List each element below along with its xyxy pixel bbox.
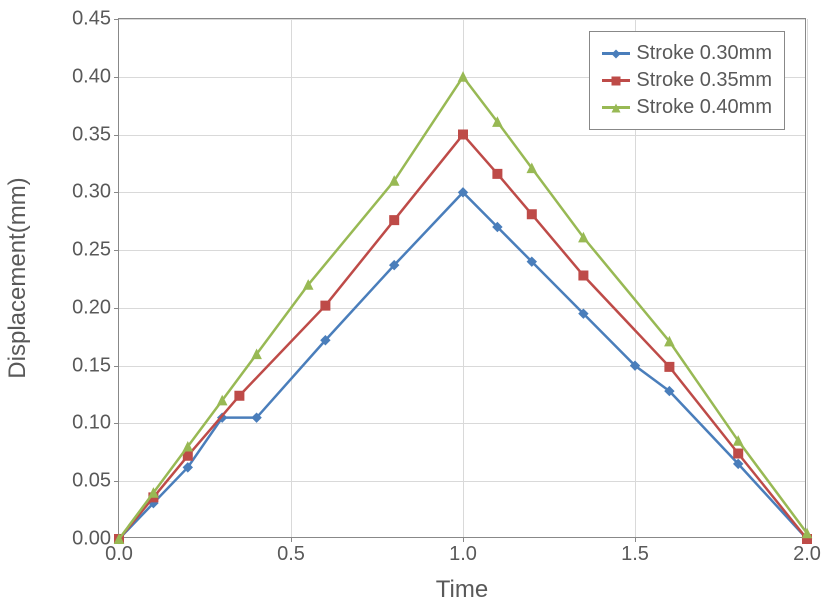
- legend-swatch-line: [602, 106, 630, 109]
- series-marker: [459, 72, 468, 81]
- legend-label: Stroke 0.40mm: [636, 96, 772, 119]
- y-tick-label: 0.30: [72, 181, 119, 204]
- x-axis-label: Time: [436, 576, 488, 604]
- square-icon: [612, 76, 621, 85]
- x-tick-label: 1.0: [449, 537, 477, 566]
- legend-item: Stroke 0.40mm: [602, 94, 772, 121]
- legend-label: Stroke 0.30mm: [636, 42, 772, 65]
- y-tick-label: 0.15: [72, 354, 119, 377]
- y-tick-label: 0.35: [72, 123, 119, 146]
- diamond-icon: [612, 49, 621, 58]
- x-tick-label: 0.5: [277, 537, 305, 566]
- legend-swatch-line: [602, 52, 630, 55]
- legend-label: Stroke 0.35mm: [636, 69, 772, 92]
- plot-area: 0.000.050.100.150.200.250.300.350.400.45…: [118, 18, 806, 538]
- y-tick-label: 0.40: [72, 65, 119, 88]
- y-tick-label: 0.20: [72, 296, 119, 319]
- x-tick-label: 1.5: [621, 537, 649, 566]
- y-tick-label: 0.25: [72, 239, 119, 262]
- y-tick-label: 0.45: [72, 8, 119, 31]
- series-line: [119, 77, 807, 539]
- legend-swatch-line: [602, 79, 630, 82]
- y-tick-label: 0.05: [72, 470, 119, 493]
- legend: Stroke 0.30mm Stroke 0.35mm Stroke 0.40mm: [589, 31, 785, 130]
- y-axis-label: Displacement(mm): [4, 177, 32, 378]
- legend-item: Stroke 0.35mm: [602, 67, 772, 94]
- legend-item: Stroke 0.30mm: [602, 40, 772, 67]
- y-tick-label: 0.10: [72, 412, 119, 435]
- grid-line-vertical: [807, 19, 808, 537]
- triangle-icon: [612, 103, 621, 112]
- displacement-chart: 0.000.050.100.150.200.250.300.350.400.45…: [0, 0, 834, 612]
